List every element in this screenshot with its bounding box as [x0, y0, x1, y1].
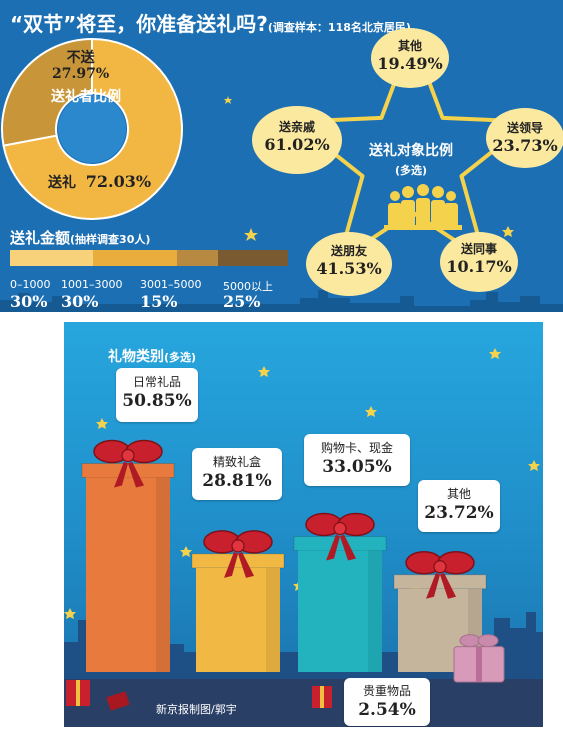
slice-label-gift: 送礼 72.03% [48, 172, 152, 191]
amount-title: 送礼金额(抽样调查30人) [10, 229, 151, 247]
amount-segment-3 [218, 250, 288, 266]
amount-value-3: 25% [223, 292, 261, 311]
amount-segment-2 [176, 250, 219, 266]
gift-icon [66, 680, 332, 711]
donut-hole [58, 95, 126, 163]
donut-slice-0 [2, 37, 183, 220]
people-icon [384, 184, 462, 230]
recipient-bubble-other: 其他 19.49% [371, 28, 449, 88]
amount-label-1: 1001–3000 [61, 278, 123, 291]
amount-segment-1 [93, 250, 177, 266]
donut-chart [1, 37, 183, 220]
amount-value-0: 30% [10, 292, 48, 311]
donut-center-label: 送礼者比例 [51, 89, 121, 105]
recipient-bubble-relative: 送亲戚 61.02% [252, 106, 342, 174]
callout-daily-gift: 日常礼品 50.85% [116, 368, 198, 422]
amount-bar [10, 250, 288, 266]
recipient-bubble-colleague: 送同事 10.17% [440, 232, 518, 292]
top-infographic-panel: “双节”将至，你准备送礼吗?(调查样本：118名北京居民) 送礼者比例 不送 2… [0, 0, 563, 312]
skyline-top [0, 290, 563, 312]
callout-valuables: 贵重物品 2.54% [344, 678, 430, 726]
recipient-bubble-friend: 送朋友 41.53% [306, 232, 392, 296]
gift-bar-chart [66, 439, 505, 711]
gift-category-panel: 礼物类别(多选) 日常礼品 50.85% 精致礼盒 28.81% 购物卡、现金 … [64, 322, 543, 727]
donut-slice-1 [1, 37, 93, 147]
gift-title: 礼物类别(多选) [108, 349, 197, 365]
amount-label-3: 5000以上 [223, 280, 273, 293]
recipient-title: 送礼对象比例 (多选) [369, 143, 453, 177]
gift-bar-0 [81, 439, 175, 672]
credit-text: 新京报制图/郭宇 [156, 703, 237, 716]
amount-value-1: 30% [61, 292, 99, 311]
small-star-icon [224, 96, 514, 241]
amount-label-2: 3001–5000 [140, 278, 202, 291]
slice-label-no-gift: 不送 27.97% [52, 50, 110, 82]
amount-segment-0 [10, 250, 94, 266]
gift-bar-2 [293, 512, 387, 672]
gift-bar-1 [191, 530, 285, 672]
gift-box-valuables [453, 634, 505, 683]
main-title: “双节”将至，你准备送礼吗?(调查样本：118名北京居民) [10, 12, 411, 36]
recipient-bubble-leader: 送领导 23.73% [486, 108, 563, 168]
amount-value-2: 15% [140, 292, 178, 311]
callout-other: 其他 23.72% [418, 480, 500, 532]
callout-gift-box: 精致礼盒 28.81% [192, 448, 282, 500]
callout-card-cash: 购物卡、现金 33.05% [304, 434, 410, 486]
amount-label-0: 0–1000 [10, 278, 51, 291]
